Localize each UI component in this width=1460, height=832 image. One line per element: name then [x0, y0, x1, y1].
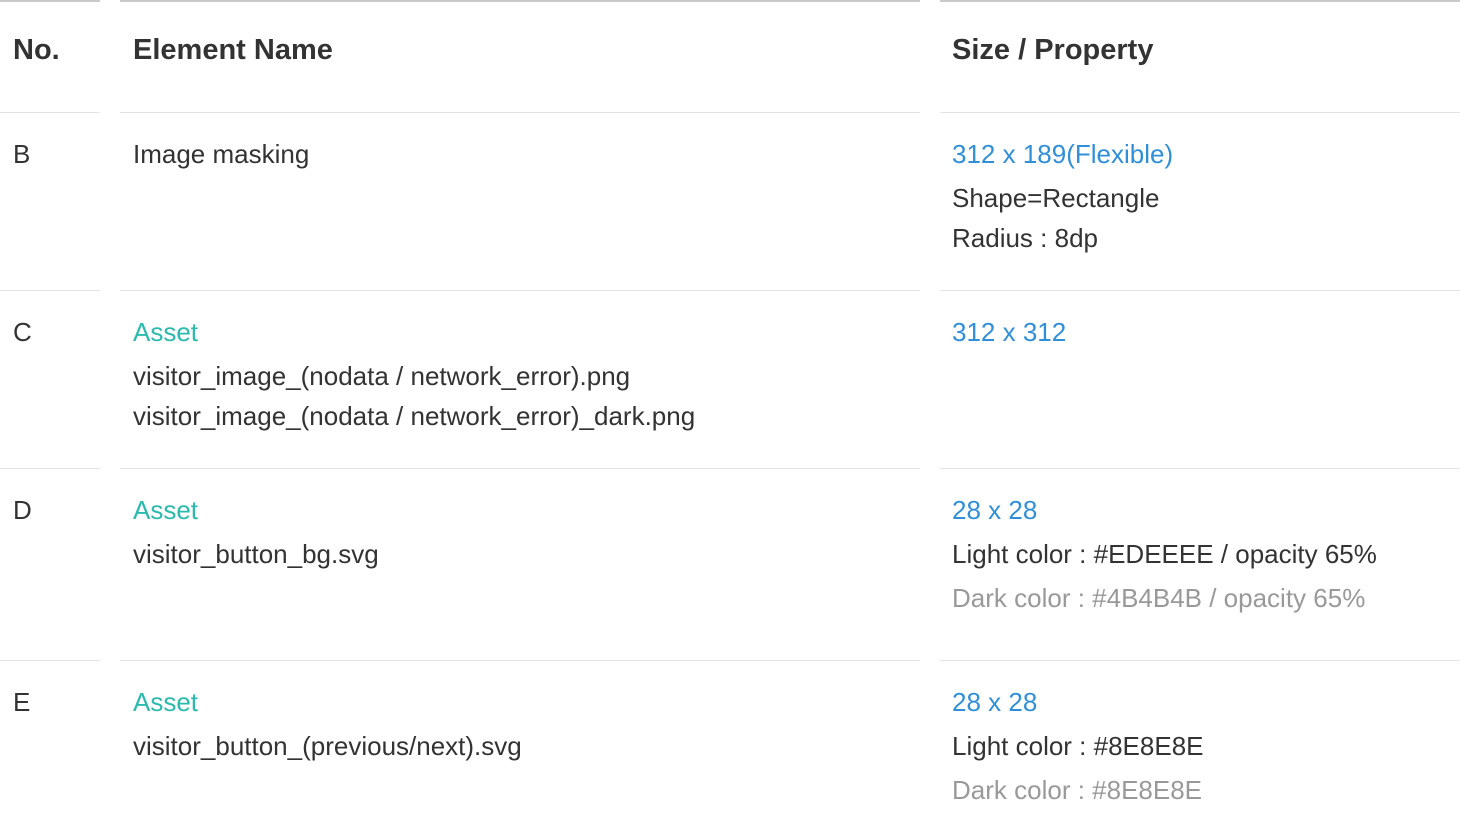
- element-name-cell: Asset visitor_image_(nodata / network_er…: [133, 312, 695, 436]
- light-color-property: Light color : #EDEEEE / opacity 65%: [952, 539, 1377, 569]
- element-name-cell: Asset visitor_button_bg.svg: [133, 490, 379, 574]
- row-rule: [0, 660, 100, 661]
- row-no: E: [13, 687, 31, 717]
- property-line: Radius : 8dp: [952, 223, 1098, 253]
- asset-filename: visitor_image_(nodata / network_error)_d…: [133, 401, 696, 431]
- element-name: Image masking: [133, 139, 310, 169]
- header-element-name: Element Name: [133, 34, 333, 66]
- size-property-cell: 312 x 312: [952, 312, 1066, 352]
- row-rule: [940, 660, 1460, 661]
- asset-filename: visitor_button_bg.svg: [133, 539, 379, 569]
- header-size-property: Size / Property: [952, 34, 1154, 66]
- light-color-property: Light color : #8E8E8E: [952, 731, 1204, 761]
- size-value: 28 x 28: [952, 495, 1038, 525]
- asset-label: Asset: [133, 687, 199, 717]
- row-rule: [0, 112, 100, 113]
- size-property-cell: 312 x 189(Flexible) Shape=Rectangle Radi…: [952, 134, 1173, 258]
- row-rule: [940, 290, 1460, 291]
- size-property-cell: 28 x 28 Light color : #EDEEEE / opacity …: [952, 490, 1377, 618]
- row-rule: [0, 290, 100, 291]
- row-no: D: [13, 495, 32, 525]
- row-rule: [120, 290, 920, 291]
- row-rule: [120, 468, 920, 469]
- row-rule: [120, 660, 920, 661]
- element-name-cell: Asset visitor_button_(previous/next).svg: [133, 682, 522, 766]
- size-property-cell: 28 x 28 Light color : #8E8E8E Dark color…: [952, 682, 1204, 810]
- asset-label: Asset: [133, 317, 199, 347]
- asset-filename: visitor_image_(nodata / network_error).p…: [133, 361, 631, 391]
- size-value: 312 x 312: [952, 317, 1067, 347]
- size-value: 28 x 28: [952, 687, 1038, 717]
- row-rule: [940, 468, 1460, 469]
- table-top-rule-prop: [940, 0, 1460, 2]
- row-no: C: [13, 317, 32, 347]
- row-no: B: [13, 139, 31, 169]
- size-value: 312 x 189(Flexible): [952, 139, 1174, 169]
- row-rule: [0, 468, 100, 469]
- element-name-cell: Image masking: [133, 134, 309, 174]
- header-no: No.: [13, 34, 60, 66]
- dark-color-property: Dark color : #8E8E8E: [952, 775, 1203, 805]
- property-line: Shape=Rectangle: [952, 183, 1160, 213]
- table-top-rule-no: [0, 0, 100, 2]
- dark-color-property: Dark color : #4B4B4B / opacity 65%: [952, 583, 1366, 613]
- asset-label: Asset: [133, 495, 199, 525]
- table-top-rule-name: [120, 0, 920, 2]
- row-rule: [120, 112, 920, 113]
- asset-filename: visitor_button_(previous/next).svg: [133, 731, 522, 761]
- row-rule: [940, 112, 1460, 113]
